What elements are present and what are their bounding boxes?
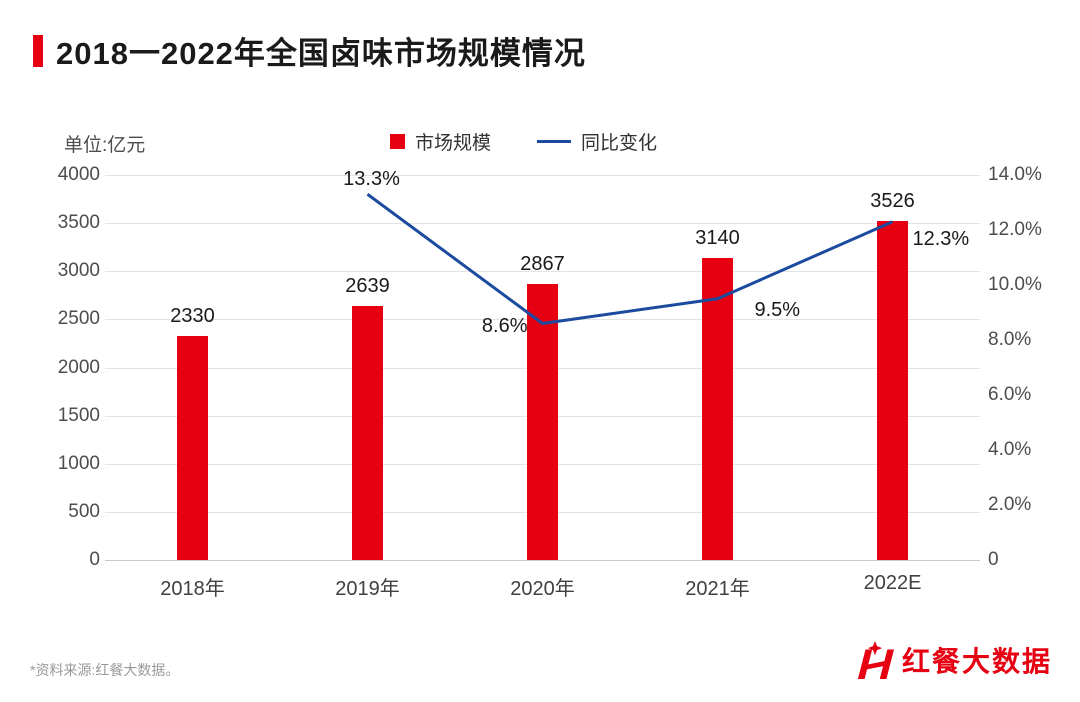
bar-swatch-icon: [390, 134, 405, 149]
y-axis-left-tick: 0: [89, 549, 100, 570]
legend-label-yoy-change: 同比变化: [581, 133, 658, 154]
legend-item-market-size: 市场规模: [390, 128, 491, 155]
bar-value-label: 2330: [170, 304, 215, 327]
yoy-line-svg: [366, 193, 894, 325]
y-axis-right-tick: 6.0%: [988, 384, 1032, 405]
bar-market-size: [527, 284, 558, 560]
line-swatch-icon: [537, 140, 572, 143]
y-axis-left-tick: 2000: [57, 356, 100, 378]
bar-market-size: [352, 306, 383, 560]
line-value-label: 12.3%: [912, 227, 970, 250]
y-axis-left-tick: 1000: [57, 452, 100, 474]
brand-logo-icon: [857, 641, 894, 679]
brand-logo-text: 红餐大数据: [901, 646, 1052, 677]
gridline: [105, 560, 980, 561]
y-axis-right-tick: 8.0%: [988, 329, 1032, 350]
x-axis-label: 2022E: [863, 572, 922, 594]
header: 2018一2022年全国卤味市场规模情况: [33, 28, 586, 73]
unit-label: 单位:亿元: [64, 135, 146, 156]
bar-market-size: [877, 220, 908, 560]
legend-label-market-size: 市场规模: [415, 133, 492, 154]
title-accent-bar: [33, 34, 43, 67]
y-axis-left-tick: 3500: [57, 212, 100, 234]
yoy-line: [366, 193, 894, 325]
line-value-label: 13.3%: [343, 168, 400, 191]
line-value-label: 9.5%: [754, 298, 801, 321]
bar-market-size: [702, 257, 733, 560]
y-axis-left-tick: 3000: [57, 260, 100, 282]
legend: 市场规模 同比变化: [390, 128, 657, 155]
y-axis-right-tick: 2.0%: [988, 494, 1032, 515]
bar-market-size: [177, 335, 208, 560]
y-axis-left-tick: 1500: [57, 404, 100, 426]
x-axis-label: 2020年: [510, 578, 575, 600]
x-axis-label: 2019年: [335, 578, 400, 600]
plot-area: 2330 2018年 2639 2019年 2867 2020年 3140 2021年 3526…: [105, 168, 980, 600]
y-axis-left-tick: 500: [68, 500, 100, 522]
page-title: 2018一2022年全国卤味市场规模情况: [56, 36, 586, 71]
y-axis-left-tick: 2500: [57, 308, 100, 330]
y-axis-right-tick: 12.0%: [988, 219, 1042, 240]
bar-value-label: 2867: [520, 253, 565, 276]
y-axis-right-tick: 0: [988, 549, 999, 570]
source-note: *资料来源:红餐大数据。: [30, 662, 180, 678]
gridline: [105, 175, 980, 176]
bar-value-label: 2639: [345, 274, 390, 297]
gridline: [105, 271, 980, 273]
bar-value-label: 3140: [695, 226, 740, 249]
y-axis-right-tick: 14.0%: [988, 164, 1042, 185]
line-value-label: 8.6%: [481, 314, 528, 337]
y-axis-left: 0 500 1000 1500 2000 2500 3000 3500 4000: [38, 164, 100, 570]
y-axis-right: 0 2.0% 4.0% 6.0% 8.0% 10.0% 12.0% 14.0%: [988, 164, 1068, 570]
brand-logo: 红餐大数据: [855, 640, 1052, 680]
y-axis-left-tick: 4000: [57, 164, 100, 185]
y-axis-right-tick: 4.0%: [988, 439, 1032, 460]
y-axis-right-tick: 10.0%: [988, 274, 1042, 295]
x-axis-label: 2021年: [685, 578, 750, 600]
legend-item-yoy-change: 同比变化: [537, 128, 657, 155]
bar-value-label: 3526: [870, 189, 915, 212]
x-axis-label: 2018年: [160, 578, 225, 600]
gridline: [105, 223, 980, 225]
